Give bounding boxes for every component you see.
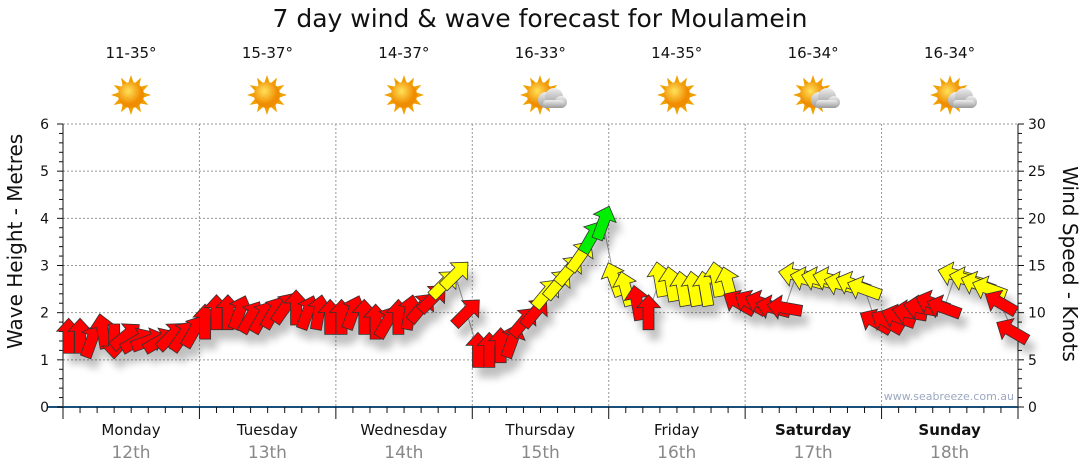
wind-arrow	[847, 275, 883, 301]
temperature-range: 11-35°	[105, 44, 157, 62]
left-tick-label: 2	[40, 306, 49, 322]
date-label: 15th	[520, 443, 560, 463]
sun-icon	[199, 70, 335, 120]
chart-title: 7 day wind & wave forecast for Moulamein	[272, 4, 808, 33]
left-tick-label: 5	[40, 164, 49, 180]
watermark: www.seabreeze.com.au	[884, 390, 1014, 403]
sun-cloud-icon	[472, 70, 608, 120]
right-tick-label: 15	[1028, 259, 1046, 275]
sun-icon	[609, 70, 745, 120]
weekday-label: Wednesday	[360, 421, 448, 439]
wind-arrow	[766, 294, 804, 320]
wind-arrow	[635, 294, 662, 331]
weekday-label: Tuesday	[236, 421, 298, 439]
right-tick-label: 20	[1028, 211, 1046, 227]
left-tick-label: 1	[40, 353, 49, 369]
weekday-label: Thursday	[505, 421, 576, 439]
date-label: 18th	[930, 443, 970, 463]
temperature-range: 15-37°	[241, 44, 293, 62]
temperature-range: 16-33°	[514, 44, 566, 62]
right-tick-label: 5	[1028, 353, 1037, 369]
sun-icon	[63, 70, 199, 120]
wind-arrows	[55, 205, 1031, 368]
date-label: 16th	[657, 443, 697, 463]
wind-arrow	[926, 294, 963, 320]
date-label: 12th	[111, 443, 151, 463]
left-tick-label: 3	[40, 259, 49, 275]
temperature-range: 16-34°	[787, 44, 839, 62]
sun-icon	[336, 70, 472, 120]
left-tick-label: 6	[40, 117, 49, 133]
right-tick-label: 0	[1028, 400, 1037, 416]
right-tick-label: 10	[1028, 306, 1046, 322]
weekday-label: Monday	[101, 421, 161, 439]
weekday-label: Saturday	[774, 421, 852, 439]
temperature-range: 14-35°	[651, 44, 703, 62]
date-label: 13th	[247, 443, 287, 463]
temperature-range: 16-34°	[924, 44, 976, 62]
right-tick-label: 25	[1028, 164, 1046, 180]
wind-arrow	[984, 289, 1019, 318]
wind-arrow	[438, 261, 469, 292]
sun-cloud-icon	[882, 70, 1018, 120]
weekday-label: Sunday	[918, 421, 981, 439]
left-tick-label: 0	[40, 400, 49, 416]
wind-arrow	[591, 205, 617, 242]
right-tick-label: 30	[1028, 117, 1046, 133]
sun-cloud-icon	[745, 70, 881, 120]
wind-arrow	[450, 299, 480, 330]
left-tick-label: 4	[40, 211, 49, 227]
temperature-range: 14-37°	[378, 44, 430, 62]
date-label: 17th	[793, 443, 833, 463]
wind-arrow	[600, 262, 626, 299]
wind-arrow	[996, 318, 1031, 346]
weekday-label: Friday	[653, 421, 700, 439]
date-label: 14th	[384, 443, 424, 463]
